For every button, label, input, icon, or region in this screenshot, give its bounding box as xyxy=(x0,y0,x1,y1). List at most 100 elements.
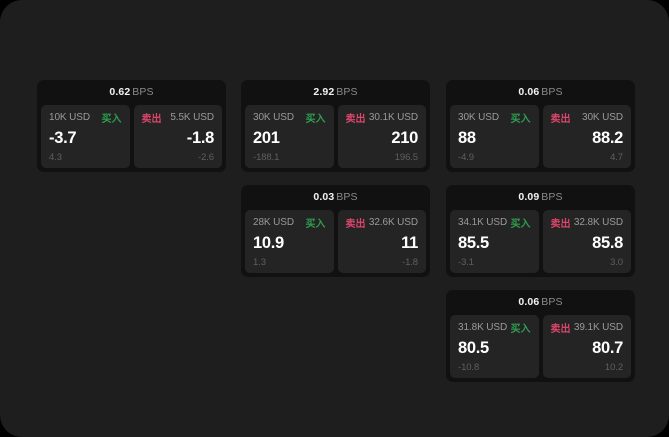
sell-delta-row: -2.6 xyxy=(142,151,214,163)
card-body: 30K USD 买入 88 -4.9 卖出 30K USD 88.2 4.7 xyxy=(450,105,631,168)
quote-card[interactable]: 0.62 BPS 10K USD 买入 -3.7 4.3 卖出 5.5K USD -1.8 -2.… xyxy=(37,80,226,172)
sell-panel[interactable]: 卖出 5.5K USD -1.8 -2.6 xyxy=(133,105,222,168)
buy-header-row: 30K USD 买入 xyxy=(253,111,326,125)
card-header: 0.09 BPS xyxy=(446,185,635,210)
buy-size-label: 28K USD xyxy=(253,217,294,228)
buy-tag[interactable]: 买入 xyxy=(305,219,326,230)
buy-delta-row: 1.3 xyxy=(253,256,326,268)
buy-price-row: 10.9 xyxy=(253,231,326,255)
quote-card[interactable]: 0.06 BPS 31.8K USD 买入 80.5 -10.8 卖出 39.1K USD 80… xyxy=(446,290,635,382)
bps-value: 0.06 xyxy=(518,86,540,98)
bps-unit-label: BPS xyxy=(541,86,563,98)
sell-price-row: -1.8 xyxy=(142,126,215,150)
quote-column: 2.92 BPS 30K USD 买入 201 -188.1 卖出 30.1K USD 210 1… xyxy=(241,80,430,290)
sell-price: 80.7 xyxy=(592,338,623,357)
buy-price-row: 85.5 xyxy=(458,231,531,255)
sell-header-row: 卖出 5.5K USD xyxy=(141,111,215,125)
card-header: 0.06 BPS xyxy=(446,290,635,315)
sell-panel[interactable]: 卖出 32.6K USD 11 -1.8 xyxy=(337,210,426,273)
sell-price: 88.2 xyxy=(592,128,623,147)
sell-tag[interactable]: 卖出 xyxy=(550,324,571,335)
buy-panel[interactable]: 30K USD 买入 88 -4.9 xyxy=(450,105,539,168)
sell-delta-row: 4.7 xyxy=(551,151,623,163)
buy-price-row: 80.5 xyxy=(458,336,531,360)
buy-tag[interactable]: 买入 xyxy=(305,114,326,125)
sell-price-row: 210 xyxy=(346,126,418,150)
buy-tag[interactable]: 买入 xyxy=(510,324,531,335)
buy-delta-row: -4.9 xyxy=(458,151,531,163)
sell-size-label: 5.5K USD xyxy=(170,112,214,123)
buy-size-label: 30K USD xyxy=(253,112,294,123)
sell-delta: 10.2 xyxy=(604,361,623,373)
sell-delta: 4.7 xyxy=(610,151,623,163)
sell-panel[interactable]: 卖出 30K USD 88.2 4.7 xyxy=(542,105,631,168)
sell-tag[interactable]: 卖出 xyxy=(345,114,366,125)
buy-header-row: 31.8K USD 买入 xyxy=(458,321,531,335)
buy-price-row: 88 xyxy=(458,126,531,150)
quote-column: 0.06 BPS 30K USD 买入 88 -4.9 卖出 30K USD 88.2 4.7 0.… xyxy=(446,80,635,395)
card-header: 0.03 BPS xyxy=(241,185,430,210)
sell-price: 85.8 xyxy=(592,233,623,252)
buy-panel[interactable]: 30K USD 买入 201 -188.1 xyxy=(245,105,334,168)
buy-header-row: 30K USD 买入 xyxy=(458,111,531,125)
buy-price: 88 xyxy=(458,128,476,147)
buy-price: 80.5 xyxy=(458,338,489,357)
card-body: 31.8K USD 买入 80.5 -10.8 卖出 39.1K USD 80.7 10.2 xyxy=(450,315,631,378)
sell-price-row: 85.8 xyxy=(551,231,623,255)
buy-delta-row: -188.1 xyxy=(253,151,326,163)
bps-value: 0.06 xyxy=(518,296,540,308)
sell-panel[interactable]: 卖出 39.1K USD 80.7 10.2 xyxy=(542,315,631,378)
buy-tag[interactable]: 买入 xyxy=(101,114,122,125)
card-header: 0.62 BPS xyxy=(37,80,226,105)
buy-panel[interactable]: 34.1K USD 买入 85.5 -3.1 xyxy=(450,210,539,273)
sell-price-row: 80.7 xyxy=(551,336,623,360)
sell-tag[interactable]: 卖出 xyxy=(550,114,571,125)
sell-header-row: 卖出 32.6K USD xyxy=(345,216,419,230)
buy-delta-row: 4.3 xyxy=(49,151,122,163)
sell-panel[interactable]: 卖出 30.1K USD 210 196.5 xyxy=(337,105,426,168)
buy-header-row: 28K USD 买入 xyxy=(253,216,326,230)
sell-header-row: 卖出 39.1K USD xyxy=(550,321,624,335)
quote-card[interactable]: 0.09 BPS 34.1K USD 买入 85.5 -3.1 卖出 32.8K USD 85.… xyxy=(446,185,635,277)
buy-panel[interactable]: 28K USD 买入 10.9 1.3 xyxy=(245,210,334,273)
buy-size-label: 34.1K USD xyxy=(458,217,508,228)
sell-size-label: 32.8K USD xyxy=(573,217,623,228)
buy-price-row: 201 xyxy=(253,126,326,150)
sell-delta: -2.6 xyxy=(198,151,214,163)
buy-price-row: -3.7 xyxy=(49,126,122,150)
card-body: 34.1K USD 买入 85.5 -3.1 卖出 32.8K USD 85.8 3.0 xyxy=(450,210,631,273)
sell-tag[interactable]: 卖出 xyxy=(345,219,366,230)
card-body: 30K USD 买入 201 -188.1 卖出 30.1K USD 210 196.5 xyxy=(245,105,426,168)
buy-price: 201 xyxy=(253,128,280,147)
sell-header-row: 卖出 30K USD xyxy=(550,111,624,125)
sell-price: 210 xyxy=(391,128,418,147)
sell-size-label: 30.1K USD xyxy=(368,112,418,123)
sell-delta-row: 10.2 xyxy=(551,361,623,373)
card-body: 10K USD 买入 -3.7 4.3 卖出 5.5K USD -1.8 -2.6 xyxy=(41,105,222,168)
buy-tag[interactable]: 买入 xyxy=(510,219,531,230)
sell-delta: 196.5 xyxy=(394,151,418,163)
sell-price: -1.8 xyxy=(186,128,215,147)
sell-price-row: 11 xyxy=(346,231,418,255)
buy-delta: -10.8 xyxy=(458,361,480,373)
quote-card[interactable]: 2.92 BPS 30K USD 买入 201 -188.1 卖出 30.1K USD 210 1… xyxy=(241,80,430,172)
quote-card[interactable]: 0.03 BPS 28K USD 买入 10.9 1.3 卖出 32.6K USD 11 -1.8 xyxy=(241,185,430,277)
buy-panel[interactable]: 10K USD 买入 -3.7 4.3 xyxy=(41,105,130,168)
bps-value: 2.92 xyxy=(313,86,335,98)
buy-delta-row: -3.1 xyxy=(458,256,531,268)
sell-delta-row: 196.5 xyxy=(346,151,418,163)
buy-tag[interactable]: 买入 xyxy=(510,114,531,125)
sell-tag[interactable]: 卖出 xyxy=(141,114,162,125)
sell-tag[interactable]: 卖出 xyxy=(550,219,571,230)
quote-card[interactable]: 0.06 BPS 30K USD 买入 88 -4.9 卖出 30K USD 88.2 4.7 xyxy=(446,80,635,172)
card-header: 0.06 BPS xyxy=(446,80,635,105)
quote-column: 0.62 BPS 10K USD 买入 -3.7 4.3 卖出 5.5K USD -1.8 -2.… xyxy=(37,80,226,185)
bps-unit-label: BPS xyxy=(336,86,358,98)
buy-delta-row: -10.8 xyxy=(458,361,531,373)
sell-panel[interactable]: 卖出 32.8K USD 85.8 3.0 xyxy=(542,210,631,273)
bps-unit-label: BPS xyxy=(541,296,563,308)
sell-size-label: 30K USD xyxy=(582,112,623,123)
buy-panel[interactable]: 31.8K USD 买入 80.5 -10.8 xyxy=(450,315,539,378)
card-body: 28K USD 买入 10.9 1.3 卖出 32.6K USD 11 -1.8 xyxy=(245,210,426,273)
